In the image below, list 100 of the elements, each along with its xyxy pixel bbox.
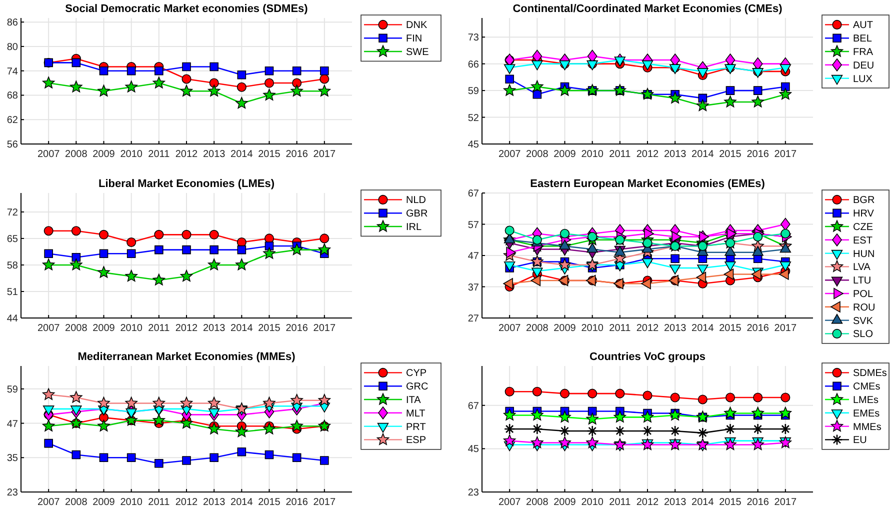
x-tick-label: 2016 (286, 497, 308, 508)
legend-label: DNK (406, 20, 428, 32)
chart-title: Eastern European Market Economies (EMEs) (530, 178, 766, 190)
legend-label: LMEs (853, 395, 879, 406)
legend-label: PRT (406, 422, 426, 433)
legend-label: ITA (406, 395, 422, 406)
legend-label: POL (853, 289, 874, 300)
y-tick-label: 68 (6, 90, 18, 102)
x-tick-label: 2014 (230, 149, 254, 160)
x-tick-label: 2014 (692, 323, 714, 334)
x-tick-label: 2013 (664, 323, 687, 334)
x-tick-label: 2017 (774, 149, 797, 160)
x-tick-label: 2007 (37, 323, 60, 334)
x-tick-label: 2015 (258, 497, 281, 508)
legend-label: EMEs (853, 408, 880, 420)
legend-label: CYP (406, 368, 427, 380)
x-tick-label: 2012 (636, 323, 660, 334)
y-tick-label: 35 (6, 453, 18, 464)
x-tick-label: 2015 (258, 149, 281, 160)
y-tick-label: 67 (468, 188, 480, 200)
x-tick-label: 2012 (175, 323, 198, 334)
x-tick-label: 2014 (692, 149, 714, 160)
x-tick-label: 2008 (65, 497, 88, 508)
x-tick-label: 2009 (92, 149, 116, 160)
x-tick-label: 2016 (746, 497, 770, 508)
x-tick-label: 2017 (313, 323, 336, 334)
x-tick-label: 2015 (719, 149, 742, 160)
y-tick-label: 27 (468, 314, 480, 324)
legend-label: ESP (406, 435, 426, 446)
y-tick-label: 37 (468, 282, 480, 294)
x-tick-label: 2007 (37, 497, 60, 508)
legend-label: FRA (853, 47, 874, 58)
chart-title: Continental/Coordinated Market Economies (CMEs) (512, 3, 783, 15)
x-tick-label: 2008 (526, 497, 549, 508)
x-tick-label: 2015 (719, 497, 742, 508)
x-tick-label: 2011 (148, 323, 170, 334)
x-tick-label: 2012 (175, 149, 198, 160)
x-tick-label: 2009 (554, 497, 576, 508)
x-tick-label: 2013 (664, 497, 687, 508)
x-tick-label: 2014 (230, 323, 254, 334)
legend-label: LVA (853, 262, 871, 274)
y-tick-label: 52 (468, 112, 480, 124)
legend-label: ROU (853, 302, 876, 314)
x-tick-label: 2010 (120, 149, 143, 160)
x-tick-label: 2009 (554, 323, 576, 334)
legend-label: CZE (853, 222, 874, 233)
y-tick-label: 56 (6, 140, 18, 150)
y-tick-label: 86 (6, 18, 18, 29)
x-tick-label: 2010 (120, 323, 143, 334)
x-tick-label: 2008 (526, 323, 549, 334)
y-tick-label: 66 (468, 59, 480, 70)
x-tick-label: 2016 (746, 323, 770, 334)
legend-label: GRC (406, 382, 428, 393)
x-tick-label: 2013 (202, 323, 226, 334)
x-tick-label: 2007 (498, 497, 522, 508)
x-tick-label: 2014 (692, 497, 714, 508)
y-tick-label: 65 (6, 234, 18, 245)
x-tick-label: 2010 (581, 323, 604, 334)
x-tick-label: 2012 (636, 149, 660, 160)
x-tick-label: 2009 (554, 149, 576, 160)
x-tick-label: 2017 (313, 149, 336, 160)
legend-label: MMEs (853, 422, 882, 433)
chart-title: Liberal Market Economies (LMEs) (98, 178, 275, 190)
x-tick-label: 2016 (746, 149, 770, 160)
x-tick-label: 2008 (65, 323, 88, 334)
legend-label: EU (853, 435, 867, 446)
x-tick-label: 2008 (65, 149, 88, 160)
x-tick-label: 2010 (120, 497, 143, 508)
y-tick-label: 62 (6, 115, 18, 126)
legend-label: LTU (853, 276, 872, 287)
x-tick-label: 2017 (313, 497, 336, 508)
y-tick-label: 44 (6, 314, 18, 324)
legend-label: FIN (406, 34, 422, 45)
y-tick-label: 57 (468, 220, 480, 231)
x-tick-label: 2012 (175, 497, 198, 508)
x-tick-label: 2016 (286, 149, 308, 160)
y-tick-label: 74 (6, 66, 18, 78)
y-tick-label: 80 (6, 42, 18, 53)
x-tick-label: 2017 (774, 323, 797, 334)
y-tick-label: 59 (6, 384, 18, 396)
legend-label: HUN (853, 248, 875, 260)
x-tick-label: 2015 (719, 323, 742, 334)
legend-label: CMEs (853, 382, 880, 393)
x-tick-label: 2013 (202, 149, 226, 160)
x-tick-label: 2013 (202, 497, 226, 508)
chart-title: Social Democratic Market economies (SDMEs) (65, 3, 308, 15)
chart-title: Countries VoC groups (590, 351, 706, 363)
x-tick-label: 2011 (609, 149, 632, 160)
y-tick-label: 73 (468, 32, 480, 44)
legend-label: EST (853, 235, 872, 246)
x-tick-label: 2009 (92, 497, 116, 508)
y-tick-label: 45 (468, 444, 480, 456)
x-tick-label: 2017 (774, 497, 797, 508)
y-tick-label: 58 (6, 260, 18, 272)
y-tick-label: 23 (468, 488, 480, 498)
legend-label: IRL (406, 222, 422, 233)
x-tick-label: 2007 (37, 149, 60, 160)
x-tick-label: 2014 (230, 497, 254, 508)
y-tick-label: 23 (6, 488, 18, 498)
y-tick-label: 72 (6, 207, 18, 218)
